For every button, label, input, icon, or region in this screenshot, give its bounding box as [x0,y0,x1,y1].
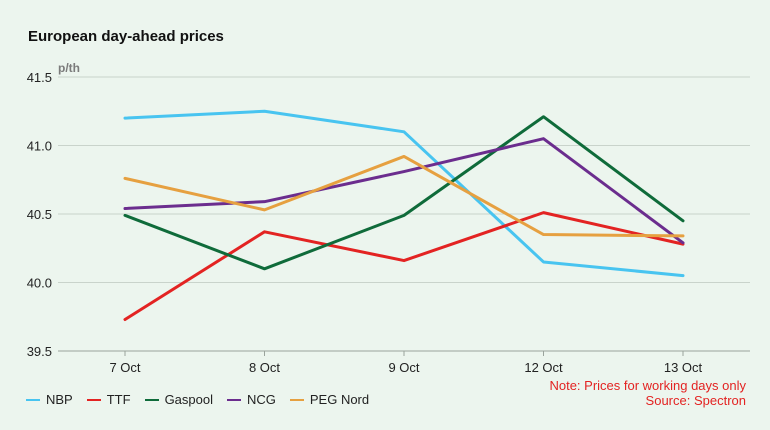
legend-label: NCG [246,392,276,407]
x-tick-label: 13 Oct [664,360,703,375]
chart-title: European day-ahead prices [28,28,224,45]
legend-label: NBP [46,392,73,407]
y-axis-unit: p/th [58,61,80,75]
x-tick-label: 9 Oct [388,360,419,375]
legend-item: Gaspool [144,392,213,407]
y-tick-label: 40.0 [27,276,52,291]
y-tick-label: 40.5 [27,207,52,222]
y-tick-label: 41.5 [27,70,52,85]
series-line-peg-nord [123,154,685,238]
legend-item: PEG Nord [289,392,370,407]
legend-label: TTF [106,392,131,407]
legend-swatch [289,398,304,401]
legend-swatch [226,398,241,401]
legend-swatch [26,398,40,401]
legend: NBP TTF Gaspool NCG PEG Nord [26,392,383,407]
legend-label: PEG Nord [309,392,370,407]
y-tick-label: 39.5 [27,344,52,359]
y-axis-ticks: 39.5 40.0 40.5 41.0 41.5 [27,70,52,359]
chart-notes: Note: Prices for working days only Sourc… [549,378,746,408]
series-lines [123,109,685,321]
series-line-gaspool [123,115,685,271]
series-line-nbp [123,109,685,278]
source-text: Source: Spectron [645,393,746,408]
x-tick-label: 7 Oct [109,360,140,375]
note-text: Note: Prices for working days only [549,378,746,393]
legend-swatch [86,398,101,401]
legend-item: NBP [26,392,73,407]
legend-swatch [144,398,159,401]
series-line-ncg [123,137,685,245]
legend-label: Gaspool [164,392,213,407]
y-tick-label: 41.0 [27,139,52,154]
x-tick-label: 12 Oct [524,360,563,375]
legend-item: NCG [226,392,276,407]
x-tick-label: 8 Oct [249,360,280,375]
series-line-ttf [123,211,685,321]
legend-item: TTF [86,392,131,407]
x-axis-ticks: 7 Oct 8 Oct 9 Oct 12 Oct 13 Oct [109,351,703,375]
